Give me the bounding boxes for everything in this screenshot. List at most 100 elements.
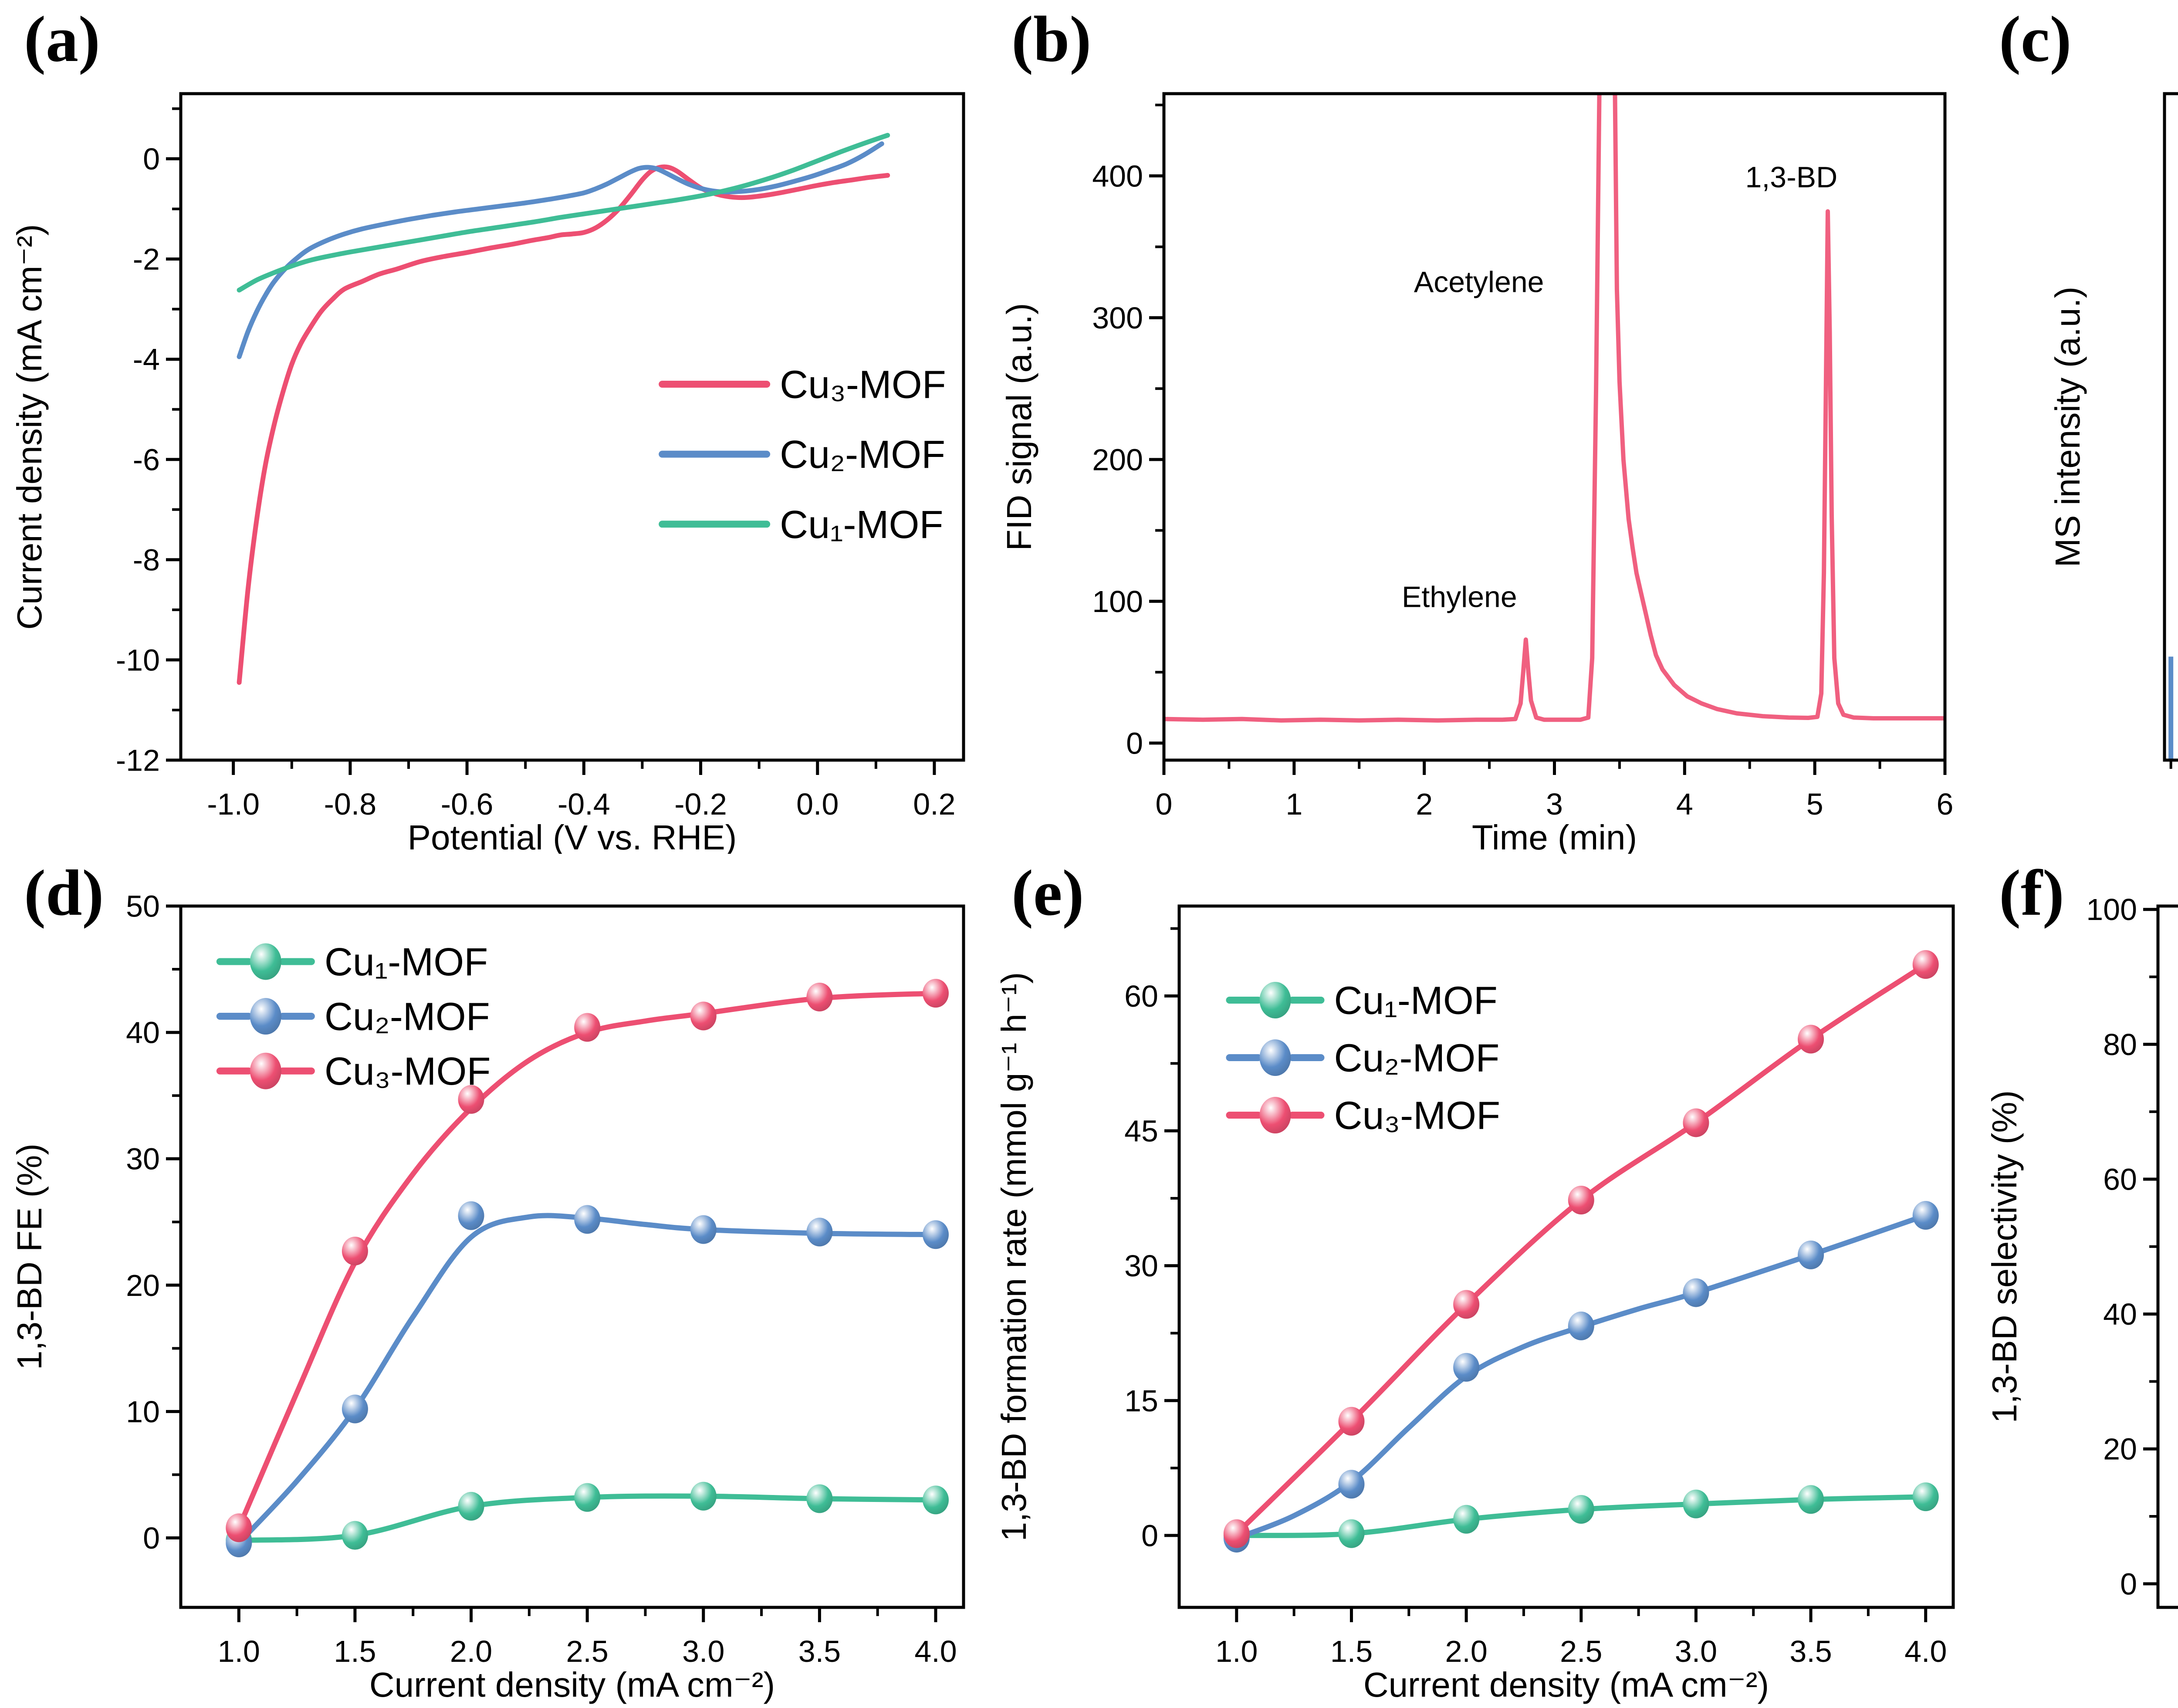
panel-label-f: (f) <box>1999 857 2064 929</box>
x-tick-label: -1.0 <box>207 787 260 821</box>
x-tick-label: -0.4 <box>558 787 610 821</box>
marker-d-0 <box>806 1484 833 1513</box>
marker-d-2 <box>342 1236 368 1265</box>
marker-e-1 <box>1568 1311 1594 1340</box>
x-axis-title-e: Current density (mA cm⁻²) <box>1363 1665 1769 1704</box>
y-tick-label: 30 <box>1124 1249 1158 1283</box>
y-axis-title-f: 1,3-BD selectivity (%) <box>1985 1090 2024 1424</box>
y-tick-label: 200 <box>1092 443 1143 477</box>
y-tick-label: 0 <box>143 142 160 176</box>
marker-e-2 <box>1453 1290 1480 1319</box>
axes-b: 0 1 2 3 4 5 6 0 100 200 300 400 <box>1092 104 1954 821</box>
legend-label: Cu₃-MOF <box>780 363 946 407</box>
legend-a: Cu₃-MOF Cu₂-MOF Cu₁-MOF <box>659 363 946 547</box>
y-tick-label: 0 <box>2120 1567 2137 1601</box>
legend-label: Cu₂-MOF <box>325 995 490 1039</box>
panel-f: 1.01.52.02.53.03.54.0020406080100Current… <box>1975 854 2178 1708</box>
y-tick-label: 80 <box>2103 1028 2137 1062</box>
marker-e-2 <box>1568 1185 1594 1214</box>
x-tick-label: 1.5 <box>1330 1634 1373 1668</box>
x-tick-label: 2.0 <box>1445 1634 1487 1668</box>
y-tick-label: 0 <box>143 1521 160 1555</box>
marker-e-2 <box>1223 1519 1250 1548</box>
x-axis-title-b: Time (min) <box>1472 818 1637 854</box>
y-tick-label: 50 <box>126 890 160 923</box>
x-tick-label: -0.6 <box>441 787 494 821</box>
y-axis-title-d: 1,3-BD FE (%) <box>10 1143 49 1370</box>
marker-e-2 <box>1912 950 1939 979</box>
marker-d-2 <box>806 982 833 1011</box>
y-tick-label: 40 <box>2103 1297 2137 1331</box>
y-tick-label: 10 <box>126 1395 160 1429</box>
y-tick-label: -10 <box>116 643 160 677</box>
plot-area-b <box>1164 94 1945 723</box>
series-line-d-1 <box>236 1213 938 1546</box>
panel-e: 1.0 1.5 2.0 2.5 3.0 3.5 4.0 0 15 30 45 60 Current de… <box>988 854 1975 1708</box>
chart-c-mass-spectrum: 464850525456m/zMS intensity (a.u.)1,3-BD <box>2048 92 2178 769</box>
y-tick-label: 60 <box>1124 979 1158 1013</box>
x-axis-title-d: Current density (mA cm⁻²) <box>369 1665 775 1704</box>
plot-frame-d <box>179 904 965 1609</box>
y-axis-title-b: FID signal (a.u.) <box>1000 303 1038 551</box>
y-tick-label: 30 <box>126 1142 160 1176</box>
marker-d-0 <box>690 1481 717 1511</box>
marker-d-1 <box>574 1205 601 1234</box>
x-tick-label: 4.0 <box>914 1634 957 1668</box>
plot-area-e <box>1223 950 1939 1553</box>
x-tick-label: 5 <box>1806 787 1823 821</box>
x-tick-label: 3.0 <box>682 1634 724 1668</box>
y-tick-label: -4 <box>133 342 160 376</box>
x-axis-title-a: Potential (V vs. RHE) <box>408 818 737 854</box>
axes-c: 464850525456 <box>2169 760 2172 769</box>
panel-a: -1.0 -0.8 -0.6 -0.4 -0.2 0.0 0.2 0 -2 -4 -6 -8 -10 -1… <box>0 0 988 854</box>
x-tick-label: 6 <box>1937 787 1954 821</box>
marker-e-1 <box>1453 1353 1480 1382</box>
marker-d-1 <box>690 1215 717 1244</box>
y-tick-label: 60 <box>2103 1162 2137 1196</box>
chart-b-chromatogram: 0 1 2 3 4 5 6 0 100 200 300 400 Time (min) FID signal… <box>1000 92 1954 854</box>
x-tick-label: 1 <box>1285 787 1302 821</box>
y-tick-label: 40 <box>126 1016 160 1050</box>
y-axis-title-c: MS intensity (a.u.) <box>2048 287 2087 568</box>
y-tick-label: -6 <box>133 443 160 477</box>
y-tick-label: -12 <box>116 744 160 778</box>
legend-d: Cu₁-MOF Cu₂-MOF Cu₃-MOF <box>216 940 491 1093</box>
y-tick-label: 20 <box>2103 1432 2137 1466</box>
chart-d-faradaic-efficiency: 1.0 1.5 2.0 2.5 3.0 3.5 4.0 0 10 20 30 40 50 Current … <box>10 890 965 1704</box>
marker-d-0 <box>574 1483 601 1512</box>
x-tick-label: -0.8 <box>324 787 377 821</box>
chart-f-selectivity: 1.01.52.02.53.03.54.0020406080100Current… <box>1985 893 2178 1609</box>
series-line-a-2 <box>237 133 890 293</box>
axes-d: 1.0 1.5 2.0 2.5 3.0 3.5 4.0 0 10 20 30 40 50 <box>126 890 957 1669</box>
x-tick-label: 2.5 <box>1560 1634 1602 1668</box>
y-tick-label: 0 <box>1141 1519 1158 1552</box>
y-tick-label: 300 <box>1092 301 1143 335</box>
chart-a-lsv: -1.0 -0.8 -0.6 -0.4 -0.2 0.0 0.2 0 -2 -4 -6 -8 -10 -1… <box>10 92 965 854</box>
marker-d-0 <box>458 1492 484 1521</box>
y-tick-label: -8 <box>133 543 160 577</box>
marker-d-1 <box>923 1220 949 1249</box>
marker-d-1 <box>458 1201 484 1230</box>
legend-label: Cu₂-MOF <box>780 433 945 477</box>
marker-e-0 <box>1683 1489 1709 1519</box>
marker-e-1 <box>1683 1278 1709 1307</box>
x-tick-label: 2 <box>1416 787 1433 821</box>
x-tick-label: 3.5 <box>1789 1634 1832 1668</box>
x-tick-label: 3 <box>1546 787 1563 821</box>
legend-label: Cu₃-MOF <box>325 1050 491 1093</box>
y-tick-label: 15 <box>1124 1384 1158 1418</box>
series-line-d-2 <box>236 991 938 1531</box>
annotation-b: Acetylene <box>1414 266 1544 299</box>
x-tick-label: -0.2 <box>674 787 727 821</box>
marker-d-2 <box>690 1001 717 1031</box>
legend-label: Cu₁-MOF <box>325 940 488 984</box>
marker-d-2 <box>226 1513 252 1542</box>
axes-a: -1.0 -0.8 -0.6 -0.4 -0.2 0.0 0.2 0 -2 -4 -6 -8 -10 -1… <box>116 107 956 821</box>
marker-d-0 <box>342 1521 368 1550</box>
marker-e-1 <box>1338 1470 1365 1499</box>
marker-e-2 <box>1338 1407 1365 1436</box>
y-tick-label: 45 <box>1124 1114 1158 1148</box>
y-tick-label: -2 <box>133 242 160 276</box>
plot-frame-e <box>1177 904 1955 1609</box>
